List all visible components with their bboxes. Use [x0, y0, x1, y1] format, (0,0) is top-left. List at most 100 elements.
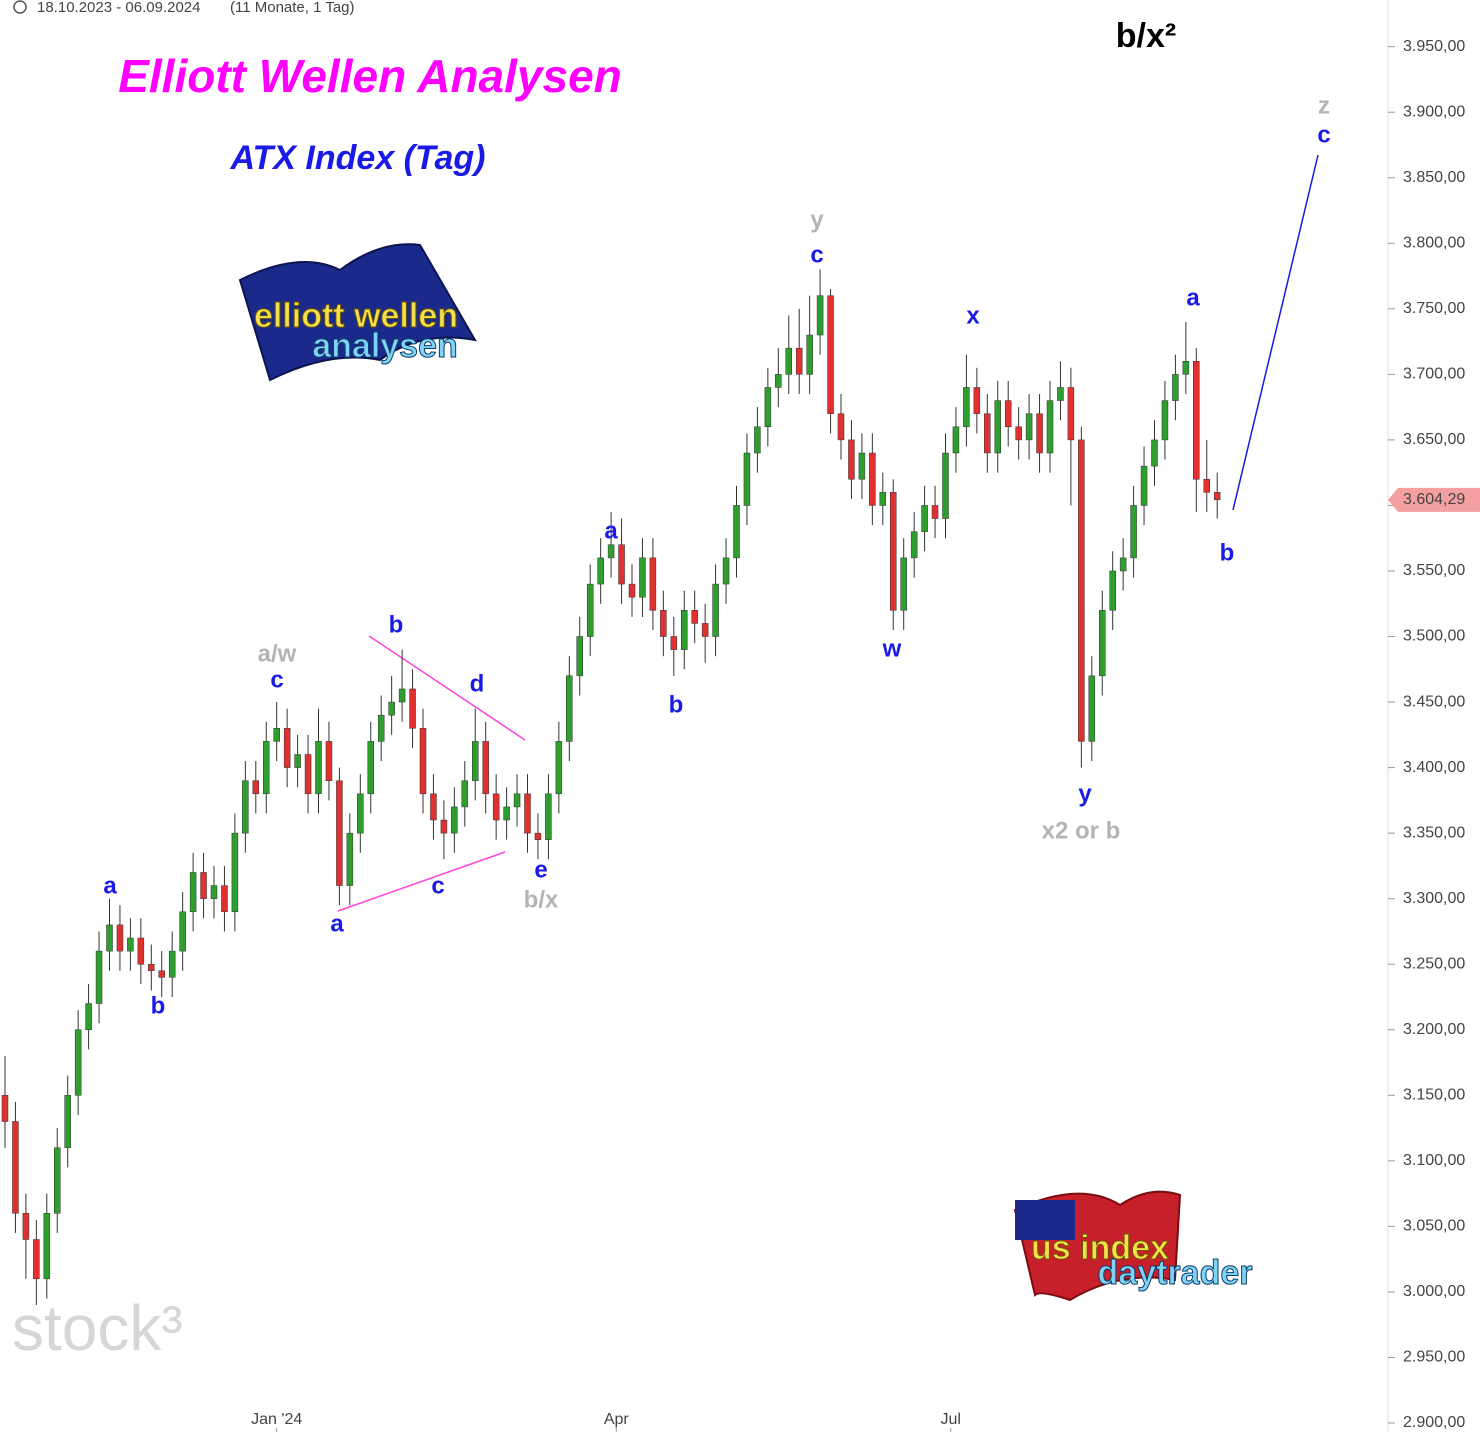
- candle-body: [743, 452, 751, 506]
- wave-label: c: [810, 241, 823, 268]
- candle-body: [900, 557, 907, 611]
- y-tick-label: 3.150,00: [1403, 1087, 1465, 1104]
- candle-body: [545, 793, 552, 840]
- x-tick-label: Jul: [940, 1411, 960, 1428]
- candle-body: [733, 505, 740, 559]
- candle-body: [910, 531, 918, 559]
- y-tick-label: 3.550,00: [1403, 562, 1465, 579]
- candle-body: [1025, 413, 1033, 441]
- candle-body: [1203, 478, 1210, 493]
- flag: [238, 243, 477, 382]
- candle-body: [1161, 400, 1169, 441]
- wave-label: a/w: [258, 640, 297, 667]
- candle-body: [660, 610, 667, 637]
- wave-label: a: [604, 517, 618, 544]
- candle-body: [357, 793, 364, 834]
- chart-title: Elliott Wellen Analysen: [118, 50, 622, 102]
- candle-body: [1193, 361, 1200, 480]
- candle-body: [513, 793, 521, 808]
- candle-body: [921, 505, 928, 532]
- candle-body: [200, 872, 207, 899]
- y-tick-label: 3.700,00: [1403, 366, 1465, 383]
- y-tick-label: 3.850,00: [1403, 169, 1465, 186]
- candle-body: [346, 832, 354, 886]
- candle-body: [492, 793, 500, 821]
- candle-body: [388, 701, 395, 716]
- candle-body: [1046, 400, 1054, 454]
- candle-body: [942, 452, 949, 519]
- candle-body: [712, 583, 719, 637]
- candle-body: [189, 872, 197, 913]
- candle-body: [440, 819, 448, 834]
- candle-body: [1099, 610, 1106, 677]
- candle-body: [336, 780, 343, 886]
- logo-right: us index daytrader: [1013, 1190, 1253, 1302]
- wave-label: b: [151, 992, 166, 1019]
- candle-body: [263, 741, 270, 795]
- price-tag-label: 3.604,29: [1403, 491, 1465, 508]
- candle-body: [701, 623, 709, 637]
- candle-body: [1140, 465, 1148, 506]
- candle-body: [12, 1121, 19, 1214]
- wave-label: d: [470, 670, 485, 697]
- x-tick-label: Apr: [604, 1411, 630, 1428]
- trend-line: [368, 635, 526, 741]
- candle-body: [409, 688, 416, 729]
- candle-body: [231, 832, 239, 913]
- y-tick-label: 3.250,00: [1403, 955, 1465, 972]
- candle-body: [137, 937, 145, 965]
- wave-label: a: [330, 910, 344, 937]
- y-tick-label: 3.650,00: [1403, 431, 1465, 448]
- candle-body: [795, 347, 803, 375]
- candle-body: [691, 610, 698, 624]
- wave-label: w: [882, 635, 902, 662]
- wave-label: b: [669, 691, 684, 718]
- candle-body: [221, 885, 228, 913]
- candle-body: [639, 557, 646, 598]
- candle-body: [461, 780, 469, 808]
- candle-body: [837, 413, 845, 441]
- candle-body: [879, 492, 887, 506]
- x-tick-label: Jan '24: [251, 1411, 302, 1428]
- corner-note: b/x²: [1116, 17, 1176, 55]
- candle-body: [722, 557, 730, 585]
- candle-body: [377, 714, 385, 742]
- candle-body: [576, 636, 583, 677]
- candle-body: [283, 728, 291, 768]
- candle-body: [931, 505, 939, 519]
- candle-body: [607, 544, 615, 559]
- candle-body: [451, 806, 458, 834]
- candle-body: [1067, 387, 1075, 441]
- projection-line: [1232, 154, 1319, 511]
- candle-body: [1078, 439, 1085, 742]
- candle-body: [1151, 439, 1158, 467]
- candle-body: [116, 924, 124, 952]
- watermark: stock³: [12, 1292, 183, 1364]
- candle-body: [555, 741, 563, 795]
- candle-body: [816, 295, 824, 336]
- candle-body: [210, 885, 218, 899]
- y-tick-label: 3.750,00: [1403, 300, 1465, 317]
- candle-body: [618, 544, 625, 585]
- candle-body: [325, 741, 333, 781]
- wave-label: b: [389, 611, 404, 638]
- wave-label: x: [966, 302, 980, 329]
- candle-body: [670, 636, 678, 650]
- candle-body: [1036, 413, 1043, 454]
- y-tick-label: 3.500,00: [1403, 628, 1465, 645]
- wave-label: a: [1186, 284, 1200, 311]
- candle-body: [994, 400, 1001, 454]
- candle-body: [64, 1095, 71, 1148]
- candle-body: [398, 688, 406, 703]
- candle-body: [1109, 570, 1116, 611]
- candle-body: [848, 439, 855, 480]
- wave-label: c: [431, 872, 444, 899]
- candle-body: [74, 1029, 82, 1096]
- candle-body: [419, 728, 427, 795]
- y-tick-label: 2.900,00: [1403, 1414, 1465, 1431]
- candle-body: [785, 347, 792, 375]
- candle-body: [315, 741, 322, 795]
- wave-label: c: [270, 666, 283, 693]
